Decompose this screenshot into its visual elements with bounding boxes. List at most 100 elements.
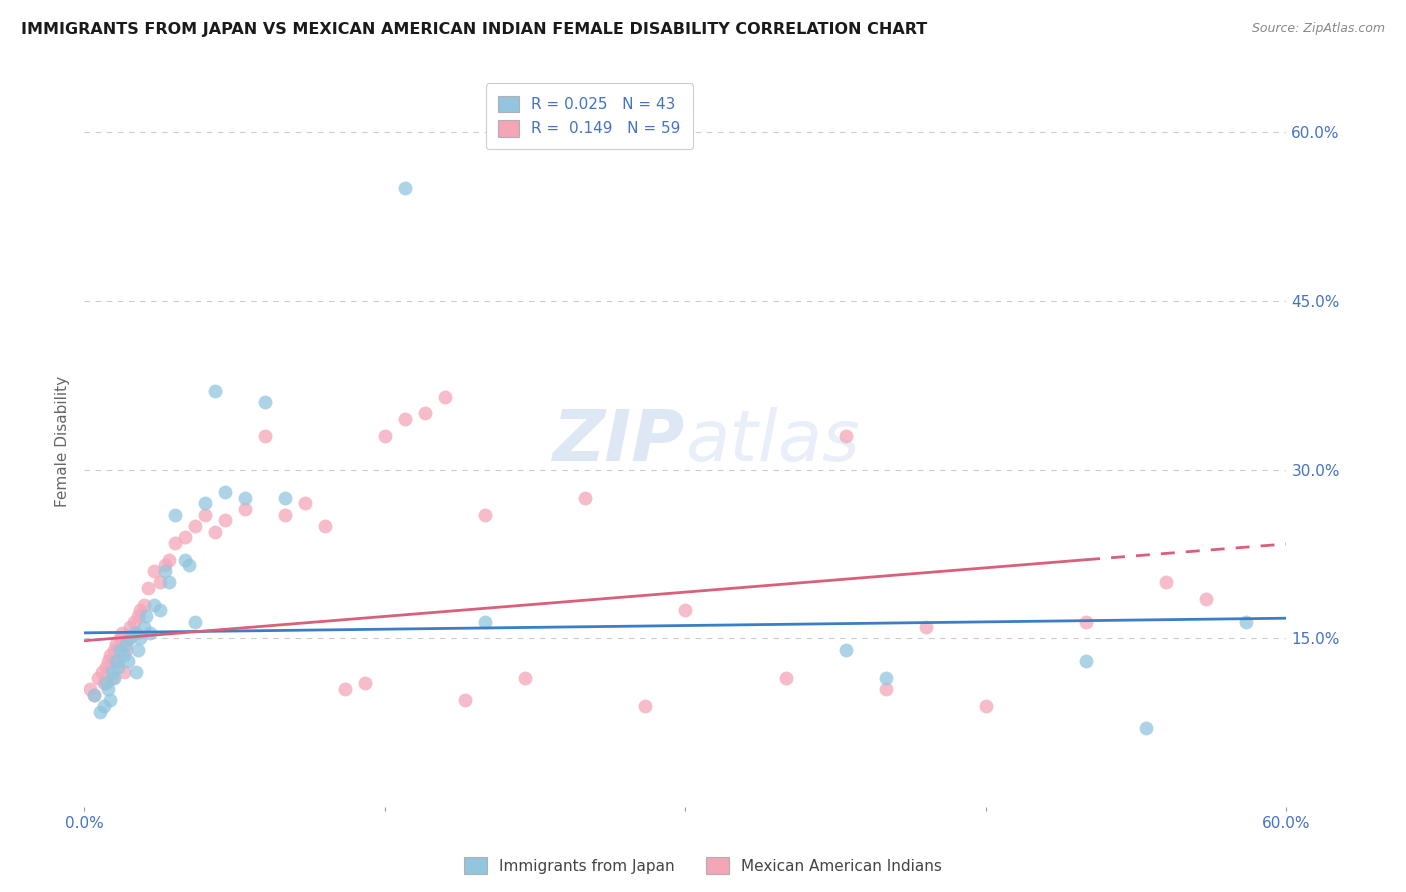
Text: ZIP: ZIP — [553, 407, 686, 476]
Point — [129, 603, 152, 617]
Point — [974, 698, 997, 713]
Point — [314, 519, 336, 533]
Point — [149, 575, 172, 590]
Text: IMMIGRANTS FROM JAPAN VS MEXICAN AMERICAN INDIAN FEMALE DISABILITY CORRELATION C: IMMIGRANTS FROM JAPAN VS MEXICAN AMERICA… — [21, 22, 928, 37]
Point — [103, 671, 125, 685]
Point — [157, 552, 180, 566]
Point — [89, 705, 111, 719]
Point — [100, 648, 122, 663]
Point — [97, 682, 120, 697]
Point — [96, 676, 118, 690]
Point — [1234, 615, 1257, 629]
Point — [173, 530, 195, 544]
Point — [138, 581, 160, 595]
Legend: Immigrants from Japan, Mexican American Indians: Immigrants from Japan, Mexican American … — [458, 851, 948, 880]
Point — [110, 632, 132, 646]
Point — [143, 564, 166, 578]
Point — [1076, 615, 1098, 629]
Point — [835, 429, 858, 443]
Point — [354, 676, 377, 690]
Point — [454, 693, 477, 707]
Point — [634, 698, 657, 713]
Point — [233, 491, 256, 505]
Point — [93, 676, 115, 690]
Point — [114, 665, 135, 680]
Point — [93, 698, 115, 713]
Point — [125, 665, 148, 680]
Point — [149, 603, 172, 617]
Point — [183, 615, 205, 629]
Text: atlas: atlas — [686, 407, 860, 476]
Point — [87, 671, 110, 685]
Point — [115, 642, 138, 657]
Point — [413, 406, 436, 420]
Point — [120, 620, 142, 634]
Point — [274, 491, 297, 505]
Point — [177, 558, 200, 573]
Point — [83, 688, 105, 702]
Point — [143, 598, 166, 612]
Point — [515, 671, 537, 685]
Point — [134, 620, 156, 634]
Point — [333, 682, 356, 697]
Point — [394, 181, 416, 195]
Point — [675, 603, 697, 617]
Point — [183, 519, 205, 533]
Point — [214, 513, 236, 527]
Point — [194, 496, 217, 510]
Text: Source: ZipAtlas.com: Source: ZipAtlas.com — [1251, 22, 1385, 36]
Point — [294, 496, 316, 510]
Point — [114, 648, 135, 663]
Point — [107, 659, 129, 673]
Point — [157, 575, 180, 590]
Y-axis label: Female Disability: Female Disability — [55, 376, 70, 508]
Point — [253, 395, 276, 409]
Point — [1156, 575, 1178, 590]
Point — [103, 642, 125, 657]
Point — [120, 632, 142, 646]
Legend: R = 0.025   N = 43, R =  0.149   N = 59: R = 0.025 N = 43, R = 0.149 N = 59 — [485, 84, 693, 149]
Point — [173, 552, 195, 566]
Point — [107, 654, 129, 668]
Point — [101, 671, 124, 685]
Point — [374, 429, 396, 443]
Point — [101, 665, 124, 680]
Point — [125, 625, 148, 640]
Point — [875, 682, 897, 697]
Point — [134, 598, 156, 612]
Point — [204, 524, 226, 539]
Point — [97, 654, 120, 668]
Point — [274, 508, 297, 522]
Point — [775, 671, 797, 685]
Point — [117, 632, 139, 646]
Point — [111, 625, 134, 640]
Point — [204, 384, 226, 398]
Point — [253, 429, 276, 443]
Point — [83, 688, 105, 702]
Point — [233, 502, 256, 516]
Point — [105, 637, 128, 651]
Point — [127, 609, 149, 624]
Point — [91, 665, 114, 680]
Point — [474, 615, 496, 629]
Point — [105, 654, 128, 668]
Point — [129, 632, 152, 646]
Point — [115, 637, 138, 651]
Point — [214, 485, 236, 500]
Point — [1195, 592, 1218, 607]
Point — [434, 390, 457, 404]
Point — [79, 682, 101, 697]
Point — [574, 491, 596, 505]
Point — [153, 558, 176, 573]
Point — [124, 615, 146, 629]
Point — [163, 536, 186, 550]
Point — [96, 659, 118, 673]
Point — [153, 564, 176, 578]
Point — [915, 620, 938, 634]
Point — [139, 625, 162, 640]
Point — [394, 412, 416, 426]
Point — [194, 508, 217, 522]
Point — [127, 642, 149, 657]
Point — [1135, 722, 1157, 736]
Point — [124, 625, 146, 640]
